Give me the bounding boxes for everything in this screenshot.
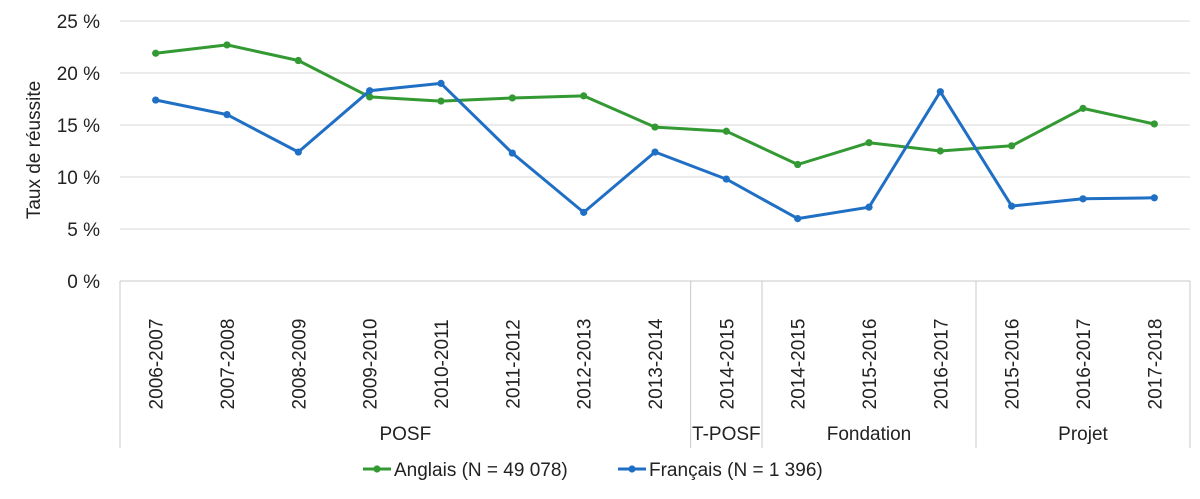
- y-tick-label: 0 %: [67, 272, 100, 293]
- data-point: [1079, 104, 1087, 112]
- data-point: [294, 148, 302, 156]
- data-point: [794, 160, 802, 169]
- x-tick-label: 2009-2010: [361, 319, 382, 410]
- group-label: Fondation: [827, 424, 912, 445]
- y-tick-label: 25 %: [57, 12, 100, 33]
- data-point: [366, 87, 374, 95]
- x-tick-label: 2016-2017: [1074, 319, 1095, 410]
- data-point: [865, 139, 873, 147]
- data-point: [936, 88, 944, 96]
- legend-marker: [628, 465, 636, 473]
- x-tick-label: 2016-2017: [931, 319, 952, 410]
- legend-marker: [373, 465, 381, 473]
- series-0: [152, 41, 1158, 169]
- data-point: [651, 123, 659, 131]
- data-point: [223, 41, 231, 49]
- x-tick-label: 2011-2012: [503, 319, 524, 408]
- legend-label: Français (N = 1 396): [649, 460, 823, 481]
- group-label: T-POSF: [692, 424, 761, 445]
- data-point: [722, 127, 730, 135]
- data-point: [294, 56, 302, 65]
- x-tick-label: 2006-2007: [147, 319, 168, 410]
- x-tick-label: 2013-2014: [646, 318, 667, 409]
- data-point: [1008, 142, 1016, 150]
- data-point: [366, 93, 374, 101]
- y-tick-label: 10 %: [57, 168, 100, 189]
- y-tick-label: 15 %: [57, 116, 100, 137]
- legend-item: Anglais (N = 49 078): [363, 460, 568, 481]
- x-tick-label: 2012-2013: [575, 319, 596, 410]
- data-point: [1150, 194, 1158, 202]
- data-point: [936, 147, 944, 155]
- data-point: [152, 96, 160, 104]
- x-tick-label: 2007-2008: [218, 319, 239, 410]
- series-1: [152, 79, 1158, 223]
- x-tick-label: 2015-2016: [860, 319, 881, 410]
- data-point: [223, 111, 231, 119]
- x-tick-label: 2017-2018: [1145, 319, 1166, 410]
- x-tick-label: 2008-2009: [289, 319, 310, 410]
- data-point: [437, 79, 445, 87]
- x-tick-label: 2015-2016: [1003, 319, 1024, 410]
- data-point: [508, 94, 516, 102]
- legend: Anglais (N = 49 078) Français (N = 1 396): [363, 460, 823, 481]
- data-point: [651, 148, 659, 156]
- x-tick-label: 2014-2015: [717, 319, 738, 410]
- group-label: POSF: [379, 424, 431, 445]
- data-point: [1150, 120, 1158, 128]
- data-point: [1008, 202, 1016, 210]
- x-tick-label: 2010-2011: [432, 319, 453, 408]
- data-point: [1079, 195, 1087, 203]
- x-tick-label: 2014-2015: [789, 319, 810, 410]
- data-point: [580, 208, 588, 216]
- x-axis: 2006-2007 2007-2008 2008-2009 2009-2010 2010…: [119, 280, 1191, 448]
- group-label: Projet: [1058, 424, 1108, 445]
- legend-item: Français (N = 1 396): [618, 460, 823, 481]
- data-point: [722, 175, 730, 183]
- y-axis-ticks: 0 % 5 % 10 % 15 % 20 % 25 %: [57, 12, 100, 293]
- data-point: [152, 49, 160, 57]
- data-point: [580, 92, 588, 100]
- data-point: [794, 215, 802, 223]
- data-point: [508, 149, 516, 157]
- y-tick-label: 5 %: [67, 220, 100, 241]
- series-lines: [152, 41, 1158, 223]
- legend-label: Anglais (N = 49 078): [394, 460, 568, 481]
- y-tick-label: 20 %: [57, 64, 100, 85]
- y-axis-label: Taux de réussite: [24, 81, 45, 219]
- data-point: [437, 97, 445, 105]
- data-point: [865, 203, 873, 211]
